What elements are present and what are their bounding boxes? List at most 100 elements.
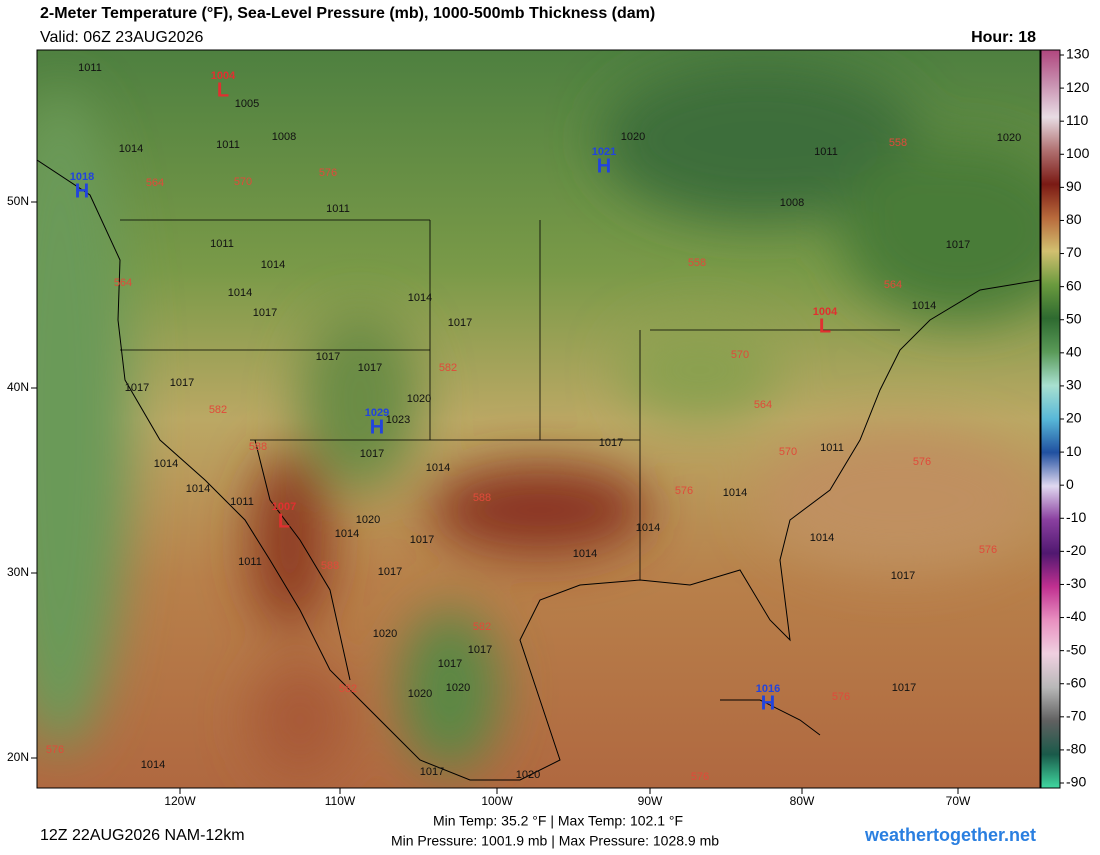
isobar-label: 1011 — [210, 238, 234, 250]
isobar-label: 1011 — [820, 442, 844, 454]
isobar-label: 1017 — [170, 377, 194, 389]
isobar-label: 1020 — [997, 132, 1021, 144]
isobar-label: 1017 — [358, 362, 382, 374]
thickness-label: 564 — [754, 399, 772, 411]
colorbar-label: 110 — [1066, 112, 1089, 128]
center-pressure: 1007 — [272, 501, 296, 513]
isobar-label: 1017 — [946, 239, 970, 251]
colorbar — [1040, 49, 1061, 789]
center-pressure: 1004 — [813, 306, 838, 318]
center-pressure: 1021 — [592, 146, 616, 158]
isobar-label: 1017 — [468, 644, 492, 656]
colorbar-label: 70 — [1066, 244, 1082, 260]
thickness-label: 570 — [234, 176, 252, 188]
isobar-label: 1014 — [636, 522, 660, 534]
isobar-label: 1014 — [426, 462, 450, 474]
isobar-label: 1014 — [335, 528, 359, 540]
center-symbol: H — [75, 180, 89, 202]
colorbar-label: 30 — [1066, 377, 1082, 393]
lat-label: 30N — [7, 565, 29, 579]
center-symbol: H — [761, 692, 775, 714]
colorbar-label: 0 — [1066, 476, 1074, 492]
colorbar-label: 50 — [1066, 310, 1082, 326]
temp-range: Min Temp: 35.2 °F | Max Temp: 102.1 °F — [433, 813, 683, 829]
isobar-label: 1020 — [621, 131, 645, 143]
colorbar-label: 80 — [1066, 211, 1082, 227]
colorbar-label: 60 — [1066, 277, 1082, 293]
colorbar-label: 90 — [1066, 178, 1082, 194]
isobar-label: 1014 — [573, 548, 597, 560]
thickness-label: 582 — [339, 683, 357, 695]
map-field — [37, 50, 1040, 788]
center-symbol: L — [819, 315, 831, 337]
isobar-label: 1017 — [599, 437, 623, 449]
isobar-label: 1011 — [216, 139, 240, 151]
colorbar-label: -30 — [1066, 575, 1086, 591]
isobar-label: 1020 — [516, 769, 540, 781]
lat-label: 20N — [7, 750, 29, 764]
thickness-label: 576 — [979, 544, 997, 556]
colorbar-label: -40 — [1066, 608, 1086, 624]
isobar-label: 1020 — [407, 393, 431, 405]
thickness-label: 582 — [473, 621, 491, 633]
colorbar-label: -80 — [1066, 741, 1086, 757]
colorbar-label: 120 — [1066, 79, 1090, 95]
isobar-label: 1017 — [253, 307, 277, 319]
isobar-label: 1014 — [723, 487, 747, 499]
thickness-label: 588 — [321, 560, 339, 572]
thickness-label: 576 — [913, 456, 931, 468]
isobar-label: 1017 — [125, 382, 149, 394]
isobar-label: 1017 — [438, 658, 462, 670]
isobar-label: 1014 — [408, 292, 432, 304]
isobar-label: 1014 — [912, 300, 936, 312]
center-pressure: 1004 — [211, 70, 236, 82]
isobar-label: 1014 — [810, 532, 834, 544]
model-run: 12Z 22AUG2026 NAM-12km — [40, 827, 245, 844]
thickness-label: 588 — [473, 492, 491, 504]
thickness-label: 576 — [832, 691, 850, 703]
lon-label: 110W — [325, 794, 356, 808]
lon-label: 80W — [790, 794, 815, 808]
colorbar-label: 20 — [1066, 410, 1082, 426]
pressure-range: Min Pressure: 1001.9 mb | Max Pressure: … — [391, 833, 719, 849]
colorbar-label: 100 — [1066, 145, 1090, 161]
lon-label: 120W — [164, 794, 196, 808]
center-pressure: 1016 — [756, 683, 780, 695]
center-symbol: L — [217, 79, 229, 101]
thickness-label: 570 — [779, 446, 797, 458]
lon-label: 70W — [946, 794, 971, 808]
isobar-label: 1017 — [892, 682, 916, 694]
thickness-label: 564 — [114, 277, 132, 289]
isobar-label: 1011 — [230, 496, 254, 508]
center-pressure: 1029 — [365, 407, 389, 419]
isobar-label: 1023 — [386, 414, 410, 426]
isobar-label: 1020 — [446, 682, 470, 694]
center-symbol: H — [370, 416, 384, 438]
isobar-label: 1017 — [360, 448, 384, 460]
lon-label: 100W — [481, 794, 513, 808]
isobar-label: 1011 — [238, 556, 262, 568]
colorbar-label: -60 — [1066, 674, 1086, 690]
isobar-label: 1014 — [261, 259, 285, 271]
thickness-label: 564 — [146, 177, 164, 189]
isobar-label: 1011 — [78, 62, 102, 74]
colorbar-label: 10 — [1066, 443, 1082, 459]
isobar-label: 1017 — [891, 570, 915, 582]
thickness-label: 558 — [688, 257, 706, 269]
isobar-label: 1008 — [780, 197, 804, 209]
valid-time: Valid: 06Z 23AUG2026 — [40, 29, 203, 46]
thickness-label: 558 — [889, 137, 907, 149]
colorbar-label: 130 — [1066, 46, 1090, 62]
thickness-label: 576 — [691, 771, 709, 783]
colorbar-label: -90 — [1066, 774, 1086, 790]
isobar-label: 1014 — [141, 759, 165, 771]
center-symbol: L — [278, 510, 290, 532]
forecast-hour: Hour: 18 — [971, 29, 1036, 46]
colorbar-label: -20 — [1066, 542, 1086, 558]
site: weathertogether.net — [864, 825, 1036, 845]
isobar-label: 1017 — [378, 566, 402, 578]
isobar-label: 1017 — [410, 534, 434, 546]
lat-label: 40N — [7, 380, 29, 394]
thickness-label: 576 — [319, 167, 337, 179]
thickness-label: 576 — [675, 485, 693, 497]
